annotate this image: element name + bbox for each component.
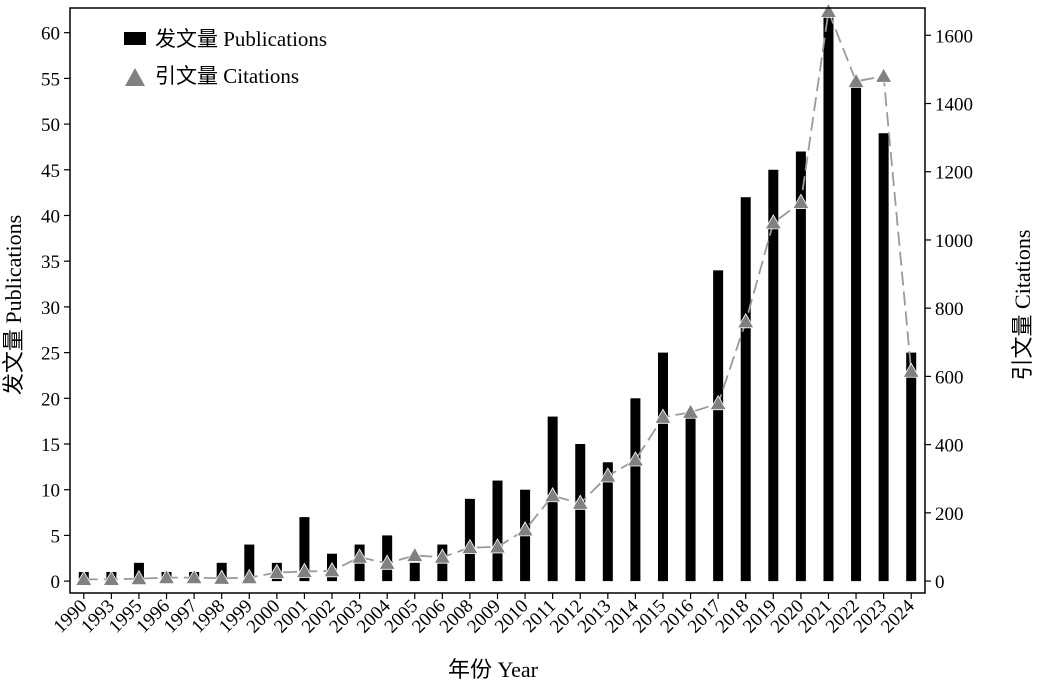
left-tick-label-10: 10 xyxy=(41,481,60,502)
left-tick-label-40: 40 xyxy=(41,206,60,227)
bar-2013 xyxy=(602,462,613,582)
citation-marker-2016 xyxy=(681,403,700,419)
left-tick-label-5: 5 xyxy=(51,526,61,547)
citation-marker-2013 xyxy=(599,467,617,483)
left-tick-label-50: 50 xyxy=(41,115,60,136)
citation-marker-2018 xyxy=(737,313,755,329)
citation-marker-2005 xyxy=(406,546,424,562)
citation-marker-2011 xyxy=(543,486,562,503)
right-y-axis-label: 引文量 Citations xyxy=(1010,230,1035,381)
citation-marker-2003 xyxy=(350,548,369,564)
citation-marker-1998 xyxy=(213,569,231,585)
citation-marker-2021 xyxy=(819,2,838,18)
bar-2018 xyxy=(740,197,751,582)
legend-label-citations: 引文量 Citations xyxy=(155,64,299,88)
right-tick-label-800: 800 xyxy=(935,299,964,320)
bar-2014 xyxy=(630,398,641,582)
left-tick-label-15: 15 xyxy=(41,435,60,456)
legend-bar-swatch xyxy=(124,32,146,45)
bar-2024 xyxy=(906,352,917,582)
citation-marker-1997 xyxy=(185,568,203,585)
right-y-axis: 0 200 400 600 800 1000 1200 1400 1600 xyxy=(925,26,973,593)
citation-marker-2022 xyxy=(847,72,865,88)
right-tick-label-400: 400 xyxy=(935,436,964,457)
left-tick-label-30: 30 xyxy=(41,298,60,319)
citation-marker-2010 xyxy=(516,521,534,537)
citation-marker-2017 xyxy=(709,394,727,411)
bar-2012 xyxy=(575,444,586,582)
citation-marker-1999 xyxy=(240,568,258,585)
left-tick-label-55: 55 xyxy=(41,69,60,90)
right-tick-label-0: 0 xyxy=(935,572,945,593)
left-tick-label-60: 60 xyxy=(41,24,60,45)
left-tick-label-35: 35 xyxy=(41,252,60,273)
x-axis: 1990199319951996199719981999200020012002… xyxy=(50,593,919,637)
bar-2022 xyxy=(851,87,862,582)
legend: 发文量 Publications 引文量 Citations xyxy=(124,27,327,88)
citation-marker-2023 xyxy=(874,67,893,83)
citation-marker-2009 xyxy=(488,538,507,554)
right-tick-label-1200: 1200 xyxy=(935,163,973,184)
bar-2016 xyxy=(685,416,696,582)
left-tick-label-0: 0 xyxy=(51,572,61,593)
bar-2017 xyxy=(713,270,724,582)
citation-marker-2000 xyxy=(268,563,286,579)
right-tick-label-200: 200 xyxy=(935,504,964,525)
citation-marker-2014 xyxy=(626,451,645,467)
left-tick-label-45: 45 xyxy=(41,161,60,182)
bar-2001 xyxy=(299,517,310,582)
left-tick-label-25: 25 xyxy=(41,344,60,365)
bar-2009 xyxy=(492,480,503,582)
citation-marker-2019 xyxy=(764,214,782,230)
right-tick-label-1600: 1600 xyxy=(935,26,973,47)
bar-2019 xyxy=(768,169,779,582)
left-tick-label-20: 20 xyxy=(41,389,60,410)
citation-marker-2008 xyxy=(461,538,479,555)
x-axis-label: 年份 Year xyxy=(448,657,539,682)
citation-marker-2006 xyxy=(433,548,452,564)
citation-marker-2012 xyxy=(571,494,589,510)
left-y-axis: 0 5 10 15 20 25 30 35 40 45 50 55 60 xyxy=(41,24,70,593)
citation-marker-2001 xyxy=(295,562,314,578)
citation-marker-1990 xyxy=(75,570,93,586)
citation-marker-2002 xyxy=(323,562,341,578)
legend-triangle-marker xyxy=(125,68,145,86)
right-tick-label-1000: 1000 xyxy=(935,231,973,252)
bar-1999 xyxy=(244,544,255,582)
citation-marker-2024 xyxy=(902,362,920,378)
bar-2021 xyxy=(823,14,834,582)
bar-2020 xyxy=(795,151,806,582)
legend-label-publications: 发文量 Publications xyxy=(155,27,327,51)
citation-marker-1996 xyxy=(157,568,176,585)
citation-marker-1993 xyxy=(102,570,121,586)
x-tick-label-2024: 2024 xyxy=(877,595,919,637)
bar-2023 xyxy=(878,133,889,582)
bar-2015 xyxy=(657,352,668,582)
citation-marker-2020 xyxy=(792,193,810,209)
right-tick-label-600: 600 xyxy=(935,367,964,388)
citation-marker-1995 xyxy=(130,569,148,586)
citations-markers-layer xyxy=(75,2,920,586)
citation-marker-2015 xyxy=(654,408,672,424)
right-tick-label-1400: 1400 xyxy=(935,95,973,116)
citation-marker-2004 xyxy=(378,554,396,570)
bar-2005 xyxy=(409,562,420,582)
left-y-axis-label: 发文量 Publications xyxy=(1,215,26,395)
bars-layer xyxy=(78,14,917,582)
